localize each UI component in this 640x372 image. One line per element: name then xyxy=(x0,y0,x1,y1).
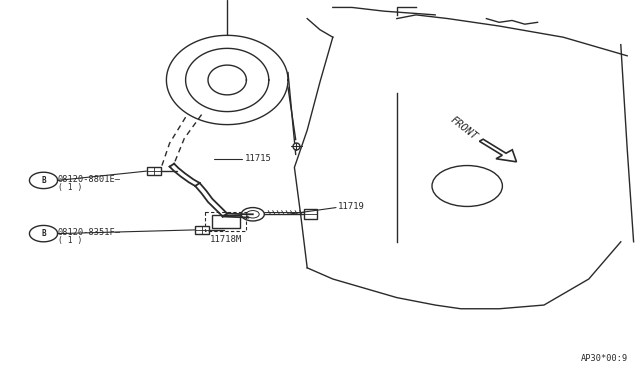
Bar xyxy=(195,226,209,234)
Text: FRONT: FRONT xyxy=(448,115,479,142)
Circle shape xyxy=(241,208,264,221)
Text: ( 1 ): ( 1 ) xyxy=(58,236,82,245)
Text: 08120-8801E—: 08120-8801E— xyxy=(58,175,120,184)
Text: B: B xyxy=(41,229,46,238)
Bar xyxy=(304,209,317,219)
Text: ( 1 ): ( 1 ) xyxy=(58,183,82,192)
Text: 08120-8351F—: 08120-8351F— xyxy=(58,228,120,237)
Text: 11719: 11719 xyxy=(338,202,365,211)
Text: B: B xyxy=(41,176,46,185)
Text: AP30*00:9: AP30*00:9 xyxy=(581,355,628,363)
FancyArrow shape xyxy=(479,139,516,162)
Text: 11715: 11715 xyxy=(244,154,271,163)
Bar xyxy=(147,167,161,175)
Bar xyxy=(212,215,240,228)
Text: 11718M: 11718M xyxy=(210,235,242,244)
